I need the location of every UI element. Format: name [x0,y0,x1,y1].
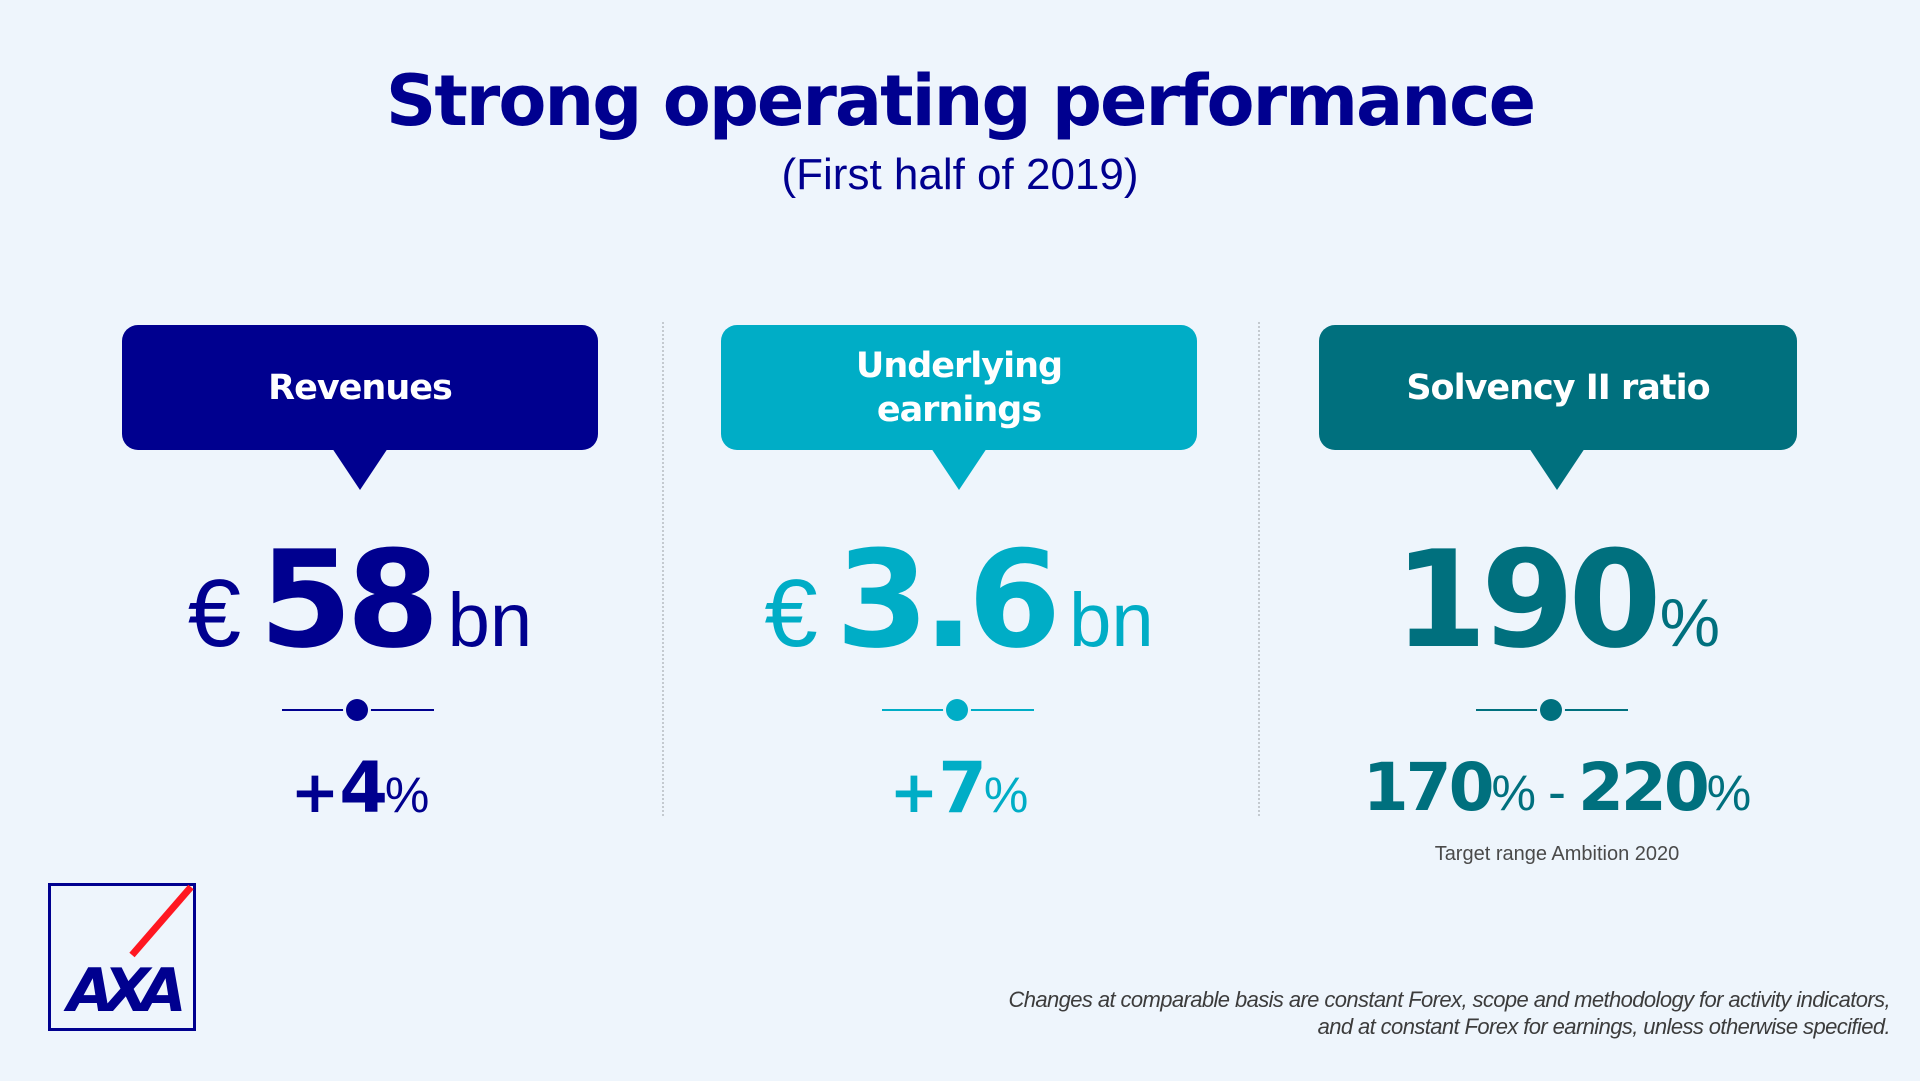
kpi-revenues: Revenues €58 bn +4% [122,0,598,1081]
connector-dot-icon [346,699,368,721]
kpi-underlying-earnings: Underlying earnings €3.6 bn +7% [721,0,1197,1081]
euro-symbol: € [187,560,242,667]
kpi-unit: bn [1069,578,1154,663]
connector-dot-icon [946,699,968,721]
page-subtitle: (First half of 2019) [781,150,1139,199]
axa-logo-text: AXA [63,956,182,1026]
kpi-number: 3.6 [835,522,1061,678]
bubble-pointer [1529,448,1585,490]
page-title: Strong operating performance [385,60,1536,142]
kpi-number: 190 [1393,522,1662,678]
footnote-line: Changes at comparable basis are constant… [1008,987,1890,1012]
target-range-note: Target range Ambition 2020 [1434,843,1680,865]
kpi-change: +4% [290,747,430,829]
axa-logo: AXA [48,883,196,1031]
kpi-label-bubble: Underlying earnings [721,325,1197,450]
kpi-unit: bn [447,578,533,663]
bubble-pointer [332,448,388,490]
kpi-value: €3.6 bn [601,530,1317,670]
kpi-value: 190% [1199,530,1915,670]
kpi-label: Solvency II ratio [1406,367,1710,408]
connector-dot-icon [1540,699,1562,721]
euro-symbol: € [764,560,818,667]
kpi-number: 58 [259,522,440,678]
kpi-label: earnings [876,389,1042,430]
kpi-unit: % [1659,585,1721,661]
kpi-value: €58 bn [2,530,718,670]
kpi-label: Revenues [268,367,453,408]
column-divider [662,322,664,816]
footnote-line: and at constant Forex for earnings, unle… [1317,1014,1891,1039]
bubble-pointer [931,448,987,490]
connector-divider [282,698,434,722]
kpi-label: Underlying [855,345,1063,386]
target-range: 170% -220% [1362,749,1752,826]
kpi-change: +7% [889,747,1029,829]
kpi-label-bubble: Revenues [122,325,598,450]
connector-divider [882,698,1034,722]
connector-divider [1476,698,1628,722]
column-divider [1258,322,1260,816]
kpi-solvency-ratio: Solvency II ratio 190% 170% -220% Target … [1319,0,1797,1081]
footnote: Changes at comparable basis are constant… [790,986,1890,1040]
kpi-label-bubble: Solvency II ratio [1319,325,1797,450]
